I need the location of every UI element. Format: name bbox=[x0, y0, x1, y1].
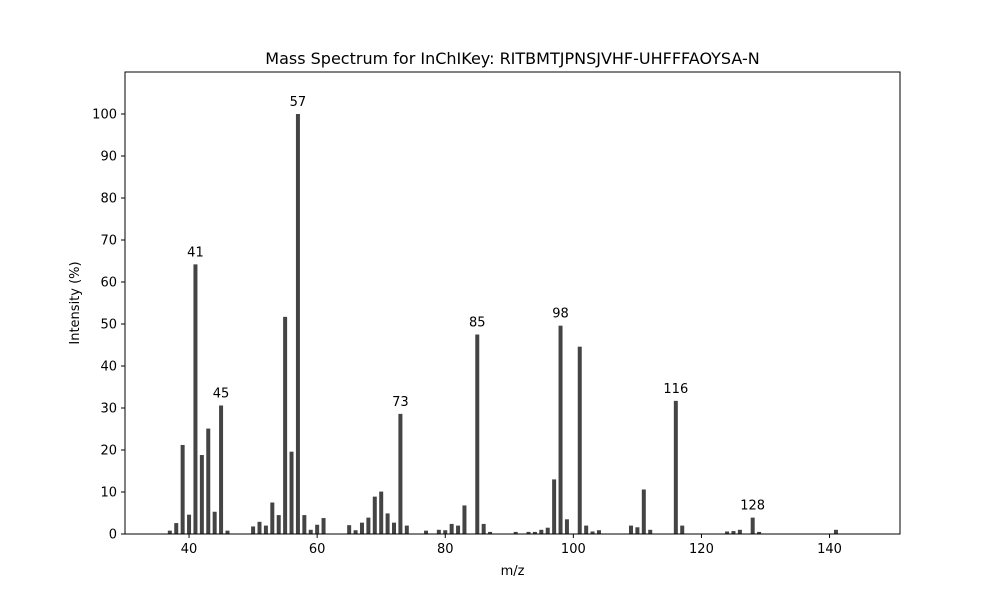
y-tick-label: 50 bbox=[100, 318, 117, 333]
spectrum-bar-mz-71 bbox=[385, 513, 390, 534]
spectrum-bar-mz-141 bbox=[833, 529, 838, 534]
spectrum-bar-mz-87 bbox=[488, 531, 493, 534]
spectrum-bar-mz-112 bbox=[648, 529, 653, 534]
peak-label-85: 85 bbox=[469, 316, 486, 331]
spectrum-bar-mz-109 bbox=[628, 525, 633, 534]
spectrum-bar-mz-103 bbox=[590, 531, 595, 534]
spectrum-bar-mz-74 bbox=[404, 525, 409, 534]
y-tick-label: 80 bbox=[100, 192, 117, 207]
spectrum-bar-mz-126 bbox=[737, 529, 742, 534]
spectrum-bar-mz-66 bbox=[353, 530, 358, 534]
spectrum-bar-mz-116 bbox=[673, 400, 678, 534]
spectrum-bar-mz-37 bbox=[167, 530, 172, 534]
chart-title: Mass Spectrum for InChIKey: RITBMTJPNSJV… bbox=[265, 49, 759, 68]
spectrum-bar-mz-52 bbox=[263, 525, 268, 534]
spectrum-bar-mz-72 bbox=[392, 522, 397, 534]
spectrum-bar-mz-129 bbox=[757, 531, 762, 534]
spectrum-bar-mz-70 bbox=[379, 491, 384, 534]
plot-frame bbox=[124, 71, 901, 535]
spectrum-bar-mz-39 bbox=[180, 444, 185, 534]
spectrum-bar-mz-55 bbox=[283, 316, 288, 534]
spectrum-bar-mz-50 bbox=[251, 526, 256, 534]
spectrum-bar-mz-80 bbox=[443, 530, 448, 534]
spectrum-bar-mz-43 bbox=[206, 428, 211, 534]
spectrum-bar-mz-60 bbox=[315, 524, 320, 534]
spectrum-bar-mz-69 bbox=[372, 496, 377, 534]
spectrum-bar-mz-41 bbox=[193, 264, 198, 534]
x-tick-label: 140 bbox=[817, 542, 842, 557]
peak-label-57: 57 bbox=[290, 95, 307, 110]
spectrum-bar-mz-96 bbox=[545, 527, 550, 534]
y-tick-label: 10 bbox=[100, 486, 117, 501]
spectrum-bar-mz-97 bbox=[552, 479, 557, 534]
spectrum-bar-mz-128 bbox=[750, 517, 755, 534]
spectrum-bar-mz-98 bbox=[558, 325, 563, 534]
spectrum-bar-mz-40 bbox=[187, 514, 192, 534]
spectrum-bar-mz-85 bbox=[475, 334, 480, 534]
spectrum-bar-mz-42 bbox=[199, 455, 204, 534]
x-tick-label: 60 bbox=[309, 542, 326, 557]
peak-label-128: 128 bbox=[740, 499, 765, 514]
spectrum-bar-mz-91 bbox=[513, 531, 518, 534]
spectrum-bar-mz-46 bbox=[225, 530, 230, 534]
peak-label-116: 116 bbox=[663, 382, 688, 397]
spectrum-bar-mz-45 bbox=[219, 405, 224, 534]
spectrum-bar-mz-110 bbox=[635, 527, 640, 534]
spectrum-bar-mz-79 bbox=[436, 529, 441, 534]
x-tick-label: 100 bbox=[561, 542, 586, 557]
spectrum-bar-mz-67 bbox=[359, 522, 364, 534]
spectrum-bar-mz-73 bbox=[398, 413, 403, 534]
spectrum-bar-mz-58 bbox=[302, 515, 307, 534]
spectrum-bar-mz-57 bbox=[295, 114, 300, 534]
y-axis-label: Intensity (%) bbox=[68, 261, 83, 344]
spectrum-bar-mz-104 bbox=[596, 530, 601, 534]
spectrum-bar-mz-95 bbox=[539, 529, 544, 534]
y-tick-label: 70 bbox=[100, 234, 117, 249]
spectrum-bar-mz-38 bbox=[174, 523, 179, 534]
y-tick-label: 30 bbox=[100, 402, 117, 417]
peak-labels-layer: 41 45 57 73 85 98 116 128 bbox=[187, 95, 765, 514]
peak-label-41: 41 bbox=[187, 245, 204, 260]
spectrum-bar-mz-77 bbox=[424, 530, 429, 534]
spectrum-bar-mz-44 bbox=[212, 511, 217, 534]
spectrum-bar-mz-94 bbox=[532, 531, 537, 534]
spectrum-bar-mz-117 bbox=[680, 525, 685, 534]
y-tick-label: 0 bbox=[109, 528, 117, 543]
spectrum-bar-mz-54 bbox=[276, 515, 281, 534]
axes-layer: 40 60 80 100 120 140 0 10 20 30 40 50 60 70 80 90 100 bbox=[92, 71, 901, 557]
spectrum-bar-mz-81 bbox=[449, 523, 454, 534]
spectrum-bar-mz-59 bbox=[308, 529, 313, 534]
x-axis-label: m/z bbox=[501, 564, 525, 579]
spectrum-bar-mz-53 bbox=[270, 502, 275, 534]
y-tick-label: 40 bbox=[100, 360, 117, 375]
spectrum-bar-mz-65 bbox=[347, 525, 352, 534]
x-tick-label: 40 bbox=[181, 542, 198, 557]
x-tick-label: 120 bbox=[689, 542, 714, 557]
peak-label-73: 73 bbox=[392, 395, 409, 410]
spectrum-bar-mz-124 bbox=[725, 531, 730, 534]
bars-layer bbox=[167, 114, 838, 534]
spectrum-bar-mz-99 bbox=[564, 519, 569, 534]
spectrum-bar-mz-51 bbox=[257, 521, 262, 534]
peak-label-98: 98 bbox=[552, 307, 569, 322]
spectrum-bar-mz-125 bbox=[731, 531, 736, 534]
peak-label-45: 45 bbox=[213, 386, 230, 401]
spectrum-bar-mz-102 bbox=[584, 525, 589, 534]
y-tick-label: 90 bbox=[100, 150, 117, 165]
spectrum-bar-mz-111 bbox=[641, 489, 646, 534]
spectrum-bar-mz-82 bbox=[456, 525, 461, 534]
spectrum-bar-mz-56 bbox=[289, 451, 294, 534]
spectrum-bar-mz-86 bbox=[481, 523, 486, 534]
y-tick-label: 60 bbox=[100, 276, 117, 291]
spectrum-bar-mz-93 bbox=[526, 531, 531, 534]
y-tick-label: 100 bbox=[92, 108, 117, 123]
spectrum-bar-mz-68 bbox=[366, 517, 371, 534]
x-tick-label: 80 bbox=[437, 542, 454, 557]
spectrum-bar-mz-61 bbox=[321, 518, 326, 534]
y-tick-label: 20 bbox=[100, 444, 117, 459]
spectrum-bar-mz-101 bbox=[577, 346, 582, 534]
spectrum-bar-mz-83 bbox=[462, 505, 467, 534]
